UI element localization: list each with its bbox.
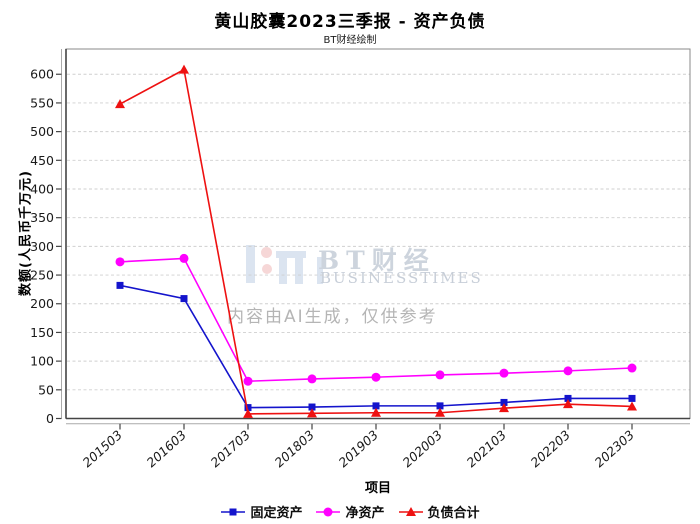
series-marker-2 [179, 64, 189, 74]
watermark-logo-icon [246, 243, 461, 287]
x-axis-title: 项目 [364, 481, 392, 496]
x-tick-label: 201603 [144, 427, 190, 470]
logo-dot-icon [262, 264, 272, 274]
series-marker-0 [180, 295, 188, 303]
x-tick-label: 201903 [336, 427, 382, 470]
y-tick-label: 300 [30, 239, 54, 254]
chart-subtitle: BT财经绘制 [323, 35, 377, 46]
legend-label: 负债合计 [427, 506, 480, 521]
y-tick-label: 550 [30, 95, 54, 110]
legend-item-0: 固定资产 [220, 502, 302, 521]
logo-pi-leg-icon [295, 258, 303, 284]
series-marker-0 [436, 402, 444, 410]
legend-square-icon [221, 508, 246, 515]
x-tick-label: 201503 [80, 427, 126, 470]
chart-title: 黄山胶囊2023三季报 - 资产负债 [214, 12, 486, 32]
logo-dot-icon [261, 247, 272, 258]
series-marker-2 [371, 407, 381, 417]
y-tick-label: 400 [30, 181, 54, 196]
series-marker-1 [115, 257, 125, 267]
series-marker-1 [627, 363, 637, 373]
series-marker-1 [435, 370, 445, 380]
logo-pi-top-icon [276, 251, 306, 258]
y-tick-label: 600 [30, 67, 54, 82]
y-tick-label: 500 [30, 124, 54, 139]
y-tick-label: 200 [30, 296, 54, 311]
series-marker-0 [372, 402, 380, 410]
series-marker-0 [500, 398, 508, 406]
series-marker-0 [244, 404, 252, 412]
y-tick-label: 100 [30, 354, 54, 369]
x-tick-label: 202003 [400, 427, 446, 470]
series-marker-0 [308, 403, 316, 411]
y-tick-label: 450 [30, 153, 54, 168]
series-marker-1 [371, 372, 381, 382]
series-marker-1 [243, 376, 253, 386]
ai-notice: 内容由AI生成，仅供参考 [227, 307, 438, 327]
legend-label: 净资产 [345, 506, 385, 521]
series-marker-2 [307, 408, 317, 418]
legend-triangle-icon [398, 506, 423, 516]
series-marker-1 [179, 253, 189, 263]
series-marker-0 [564, 394, 572, 402]
x-tick-label: 202103 [464, 427, 510, 470]
legend-item-2: 负债合计 [398, 502, 480, 521]
y-tick-label: 350 [30, 210, 54, 225]
legend-label: 固定资产 [250, 506, 303, 521]
x-tick-label: 202203 [528, 427, 574, 470]
series-marker-2 [243, 408, 253, 418]
y-tick-label: 50 [38, 382, 54, 397]
watermark-logo-subtext: BUSINESSTIMES [320, 269, 483, 287]
legend: 固定资产 净资产 负债合计 [0, 502, 700, 521]
series-marker-0 [116, 281, 124, 289]
series-marker-1 [499, 368, 509, 378]
series-marker-2 [499, 403, 509, 413]
x-tick-label: 201803 [272, 427, 318, 470]
series-marker-2 [115, 99, 125, 109]
series-marker-1 [307, 374, 317, 384]
plot-border [65, 48, 691, 419]
series-marker-2 [563, 399, 573, 409]
series-marker-2 [435, 407, 445, 417]
series-marker-2 [627, 401, 637, 411]
logo-bar-icon [246, 245, 255, 283]
series-marker-0 [628, 394, 636, 402]
x-tick-label: 201703 [208, 427, 254, 470]
y-tick-label: 0 [46, 411, 54, 426]
y-tick-label: 150 [30, 325, 54, 340]
x-tick-label: 202303 [592, 427, 638, 470]
logo-pi-leg-icon [279, 258, 287, 284]
series-marker-1 [563, 366, 573, 376]
series-line-2 [119, 68, 633, 415]
watermark-logo-text: BT财经 [318, 246, 436, 275]
logo-bar-icon [317, 257, 323, 284]
y-tick-label: 250 [30, 268, 54, 283]
legend-circle-icon [316, 507, 341, 516]
legend-item-1: 净资产 [315, 502, 385, 521]
